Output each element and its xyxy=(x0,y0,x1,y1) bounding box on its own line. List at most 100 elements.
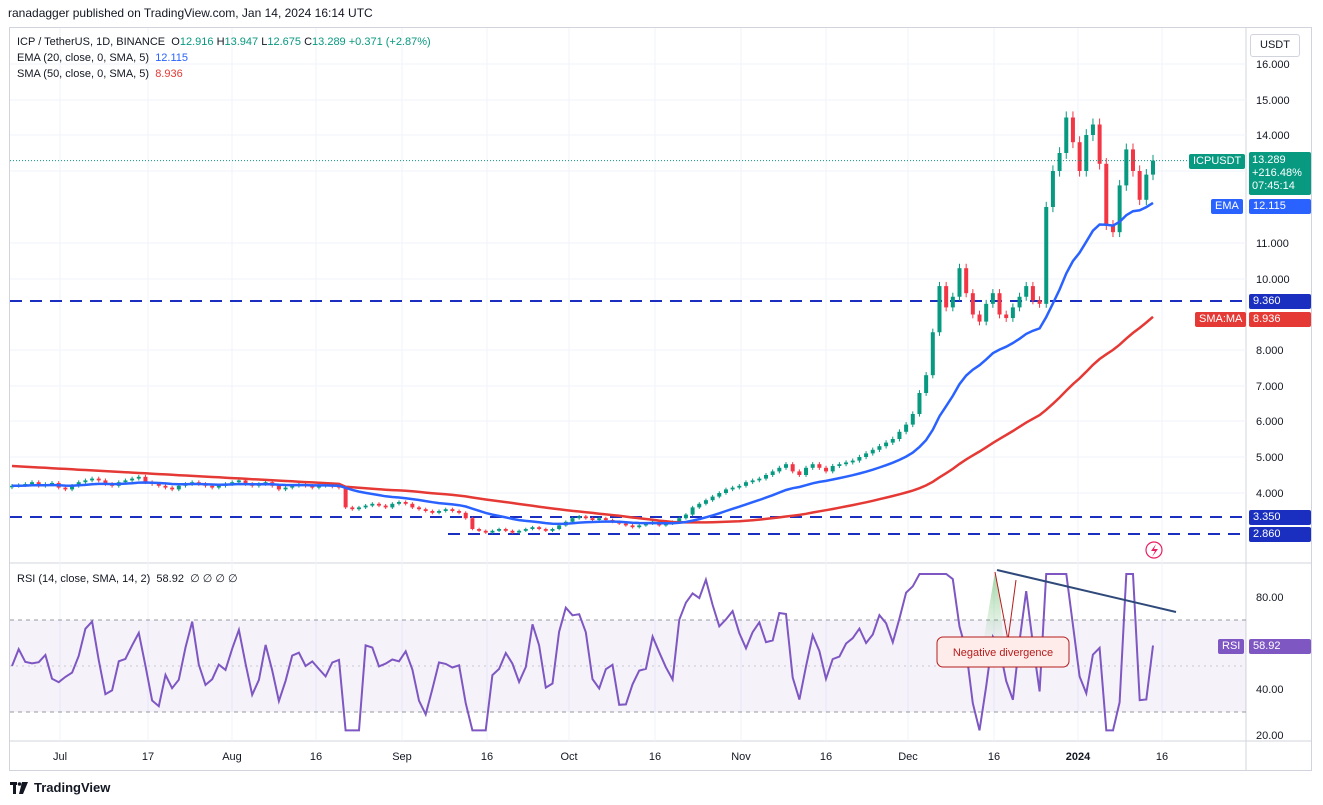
candle-body xyxy=(1044,207,1049,304)
last-price-pct: +216.48% xyxy=(1252,167,1302,179)
sma-legend[interactable]: SMA (50, close, 0, SMA, 5) 8.936 xyxy=(17,68,183,80)
candle-body xyxy=(483,530,488,533)
candle-body xyxy=(156,484,161,486)
candle-body xyxy=(430,511,435,513)
candle-body xyxy=(463,512,468,519)
candle-body xyxy=(143,476,148,483)
horizontal-levels[interactable] xyxy=(10,300,1246,535)
candle-body xyxy=(703,500,708,504)
low-value: 12.675 xyxy=(267,36,302,48)
candle-body xyxy=(623,523,628,526)
candle-body xyxy=(83,480,88,483)
candle-body xyxy=(343,487,348,508)
ema-legend[interactable]: EMA (20, close, 0, SMA, 5) 12.115 xyxy=(17,52,188,64)
candle-body xyxy=(1117,185,1122,233)
candle-body xyxy=(924,375,929,393)
candle-body xyxy=(1077,142,1082,171)
candle-body xyxy=(957,268,962,297)
candle-body xyxy=(583,516,588,519)
candle-body xyxy=(1004,314,1009,319)
candle-body xyxy=(697,503,702,508)
candle-body xyxy=(290,485,295,488)
candle-body xyxy=(870,449,875,454)
candle-body xyxy=(824,467,829,472)
level-9360-tag: 9.360 xyxy=(1249,294,1311,309)
candle-body xyxy=(370,503,375,506)
candle-body xyxy=(310,485,315,488)
candle-body xyxy=(1104,163,1109,225)
candle-body xyxy=(877,446,882,450)
candle-body xyxy=(977,314,982,322)
currency-unit-button[interactable]: USDT xyxy=(1250,34,1300,57)
candle-body xyxy=(857,457,862,461)
candle-body xyxy=(316,485,321,488)
candle-body xyxy=(770,471,775,475)
candle-body xyxy=(417,507,422,510)
candle-body xyxy=(864,453,869,457)
candle-body xyxy=(176,485,181,490)
ema-label: EMA (20, close, 0, SMA, 5) xyxy=(17,52,150,64)
candle-body xyxy=(1090,124,1095,135)
time-tick-label: 2024 xyxy=(1066,751,1091,763)
price-tick-label: 6.000 xyxy=(1256,416,1284,428)
candle-body xyxy=(730,487,735,490)
candle-body xyxy=(503,529,508,531)
candle-body xyxy=(570,518,575,522)
price-tick-label: 14.000 xyxy=(1256,130,1290,142)
candle-body xyxy=(777,467,782,472)
candle-body xyxy=(123,480,128,483)
candle-body xyxy=(557,525,562,529)
candle-body xyxy=(944,286,949,308)
candle-body xyxy=(210,485,215,488)
candle-body xyxy=(423,509,428,511)
candle-body xyxy=(403,502,408,504)
candle-body xyxy=(743,482,748,486)
tradingview-logo-icon xyxy=(10,781,28,794)
candle-body xyxy=(817,464,822,468)
symbol-legend[interactable]: ICP / TetherUS, 1D, BINANCE O12.916 H13.… xyxy=(17,36,431,48)
candle-body xyxy=(577,516,582,519)
last-price-tag: 13.289 +216.48% 07:45:14 xyxy=(1249,152,1311,195)
candle-body xyxy=(397,502,402,504)
candle-body xyxy=(1037,300,1042,304)
rsi-pane xyxy=(10,573,1246,732)
candle-body xyxy=(1110,225,1115,233)
candle-body xyxy=(603,518,608,520)
sma-line xyxy=(11,315,1154,524)
tradingview-logo[interactable]: TradingView xyxy=(10,780,110,795)
lightning-icon[interactable] xyxy=(1145,541,1163,559)
candle-body xyxy=(904,424,909,432)
divergence-highlight xyxy=(984,572,1003,638)
candle-body xyxy=(236,480,241,483)
candle-body xyxy=(710,496,715,501)
sma-value-tag: 8.936 xyxy=(1249,312,1311,327)
candle-body xyxy=(1144,174,1149,200)
open-label: O xyxy=(171,36,180,48)
candle-body xyxy=(130,478,135,481)
time-tick-label: 16 xyxy=(649,751,661,763)
time-tick-label: Jul xyxy=(53,751,67,763)
candle-body xyxy=(690,507,695,515)
candle-body xyxy=(410,503,415,508)
high-value: 13.947 xyxy=(224,36,259,48)
candle-body xyxy=(1010,307,1015,319)
time-tick-label: Dec xyxy=(898,751,918,763)
time-tick-label: 16 xyxy=(820,751,832,763)
candle-body xyxy=(763,475,768,479)
candle-body xyxy=(103,480,108,484)
candle-body xyxy=(737,485,742,488)
candle-body xyxy=(497,529,502,531)
candle-body xyxy=(50,482,55,484)
rsi-legend[interactable]: RSI (14, close, SMA, 14, 2) 58.92 ∅ ∅ ∅ … xyxy=(17,572,238,585)
candle-body xyxy=(170,487,175,490)
price-tick-label: 5.000 xyxy=(1256,452,1284,464)
rsi-tag: RSI xyxy=(1218,639,1245,654)
annotations[interactable]: Negative divergence xyxy=(936,569,1177,668)
candle-body xyxy=(784,464,789,468)
sma-value: 8.936 xyxy=(155,68,183,80)
level-2860-tag: 2.860 xyxy=(1249,527,1311,542)
candle-body xyxy=(1084,135,1089,171)
ema-line xyxy=(11,201,1154,526)
high-label: H xyxy=(216,36,225,48)
